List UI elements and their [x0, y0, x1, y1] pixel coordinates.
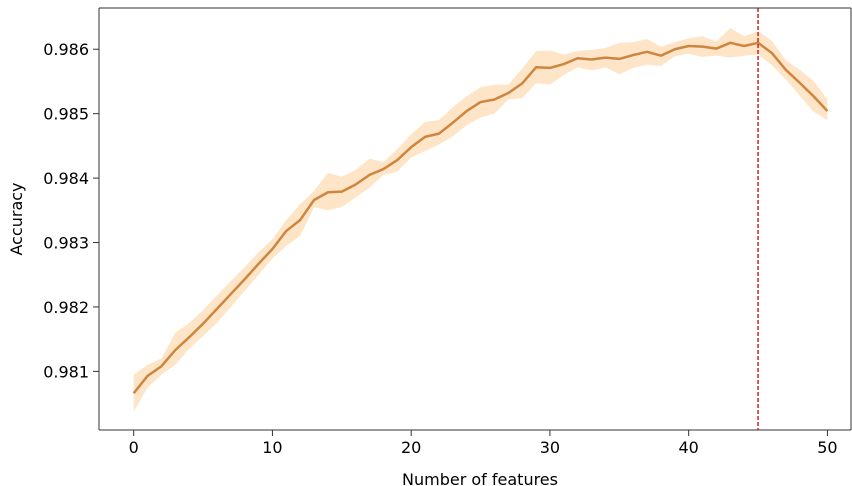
x-tick-label: 20: [401, 438, 421, 457]
y-axis-label: Accuracy: [7, 182, 26, 255]
y-axis-ticks: 0.981 0.982 0.983 0.984 0.985 0.986: [43, 40, 99, 381]
x-axis-label: Number of features: [402, 470, 558, 486]
x-tick-label: 40: [678, 438, 698, 457]
x-tick-label: 50: [817, 438, 837, 457]
y-tick-label: 0.983: [43, 234, 89, 253]
y-tick-label: 0.981: [43, 362, 89, 381]
y-tick-label: 0.986: [43, 40, 89, 59]
x-tick-label: 0: [129, 438, 139, 457]
x-tick-label: 30: [540, 438, 560, 457]
y-tick-label: 0.985: [43, 105, 89, 124]
plot-area: [132, 8, 829, 430]
confidence-band-0: [133, 27, 828, 412]
y-tick-label: 0.982: [43, 298, 89, 317]
x-tick-label: 10: [262, 438, 282, 457]
y-tick-label: 0.984: [43, 169, 89, 188]
accuracy-line-0: [132, 41, 829, 395]
x-axis-ticks: 0 10 20 30 40 50: [129, 430, 838, 457]
